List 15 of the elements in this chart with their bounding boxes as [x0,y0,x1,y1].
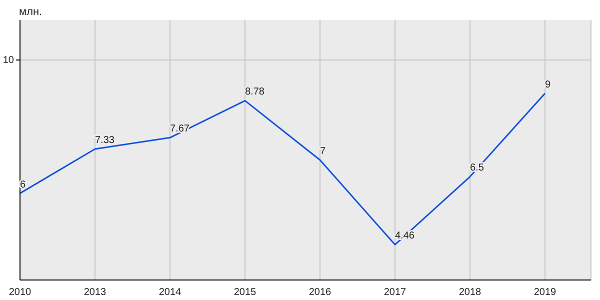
x-tick-label: 2016 [308,287,332,298]
x-tick-label: 2013 [84,287,107,298]
x-tick-label: 2014 [158,287,182,298]
y-axis-title: млн. [19,6,42,18]
x-tick-label: 2010 [8,287,32,298]
data-label: 9 [545,79,551,90]
data-label: 6 [20,179,26,190]
ref-line-label: 10 [2,55,14,66]
data-label: 8.78 [245,86,265,98]
x-tick-label: 2015 [234,287,257,298]
data-label: 7 [320,146,326,157]
x-tick-label: 2018 [458,287,482,298]
x-tick-label: 2019 [534,287,557,298]
x-tick-label: 2017 [384,287,407,298]
data-label: 7.33 [95,135,115,146]
